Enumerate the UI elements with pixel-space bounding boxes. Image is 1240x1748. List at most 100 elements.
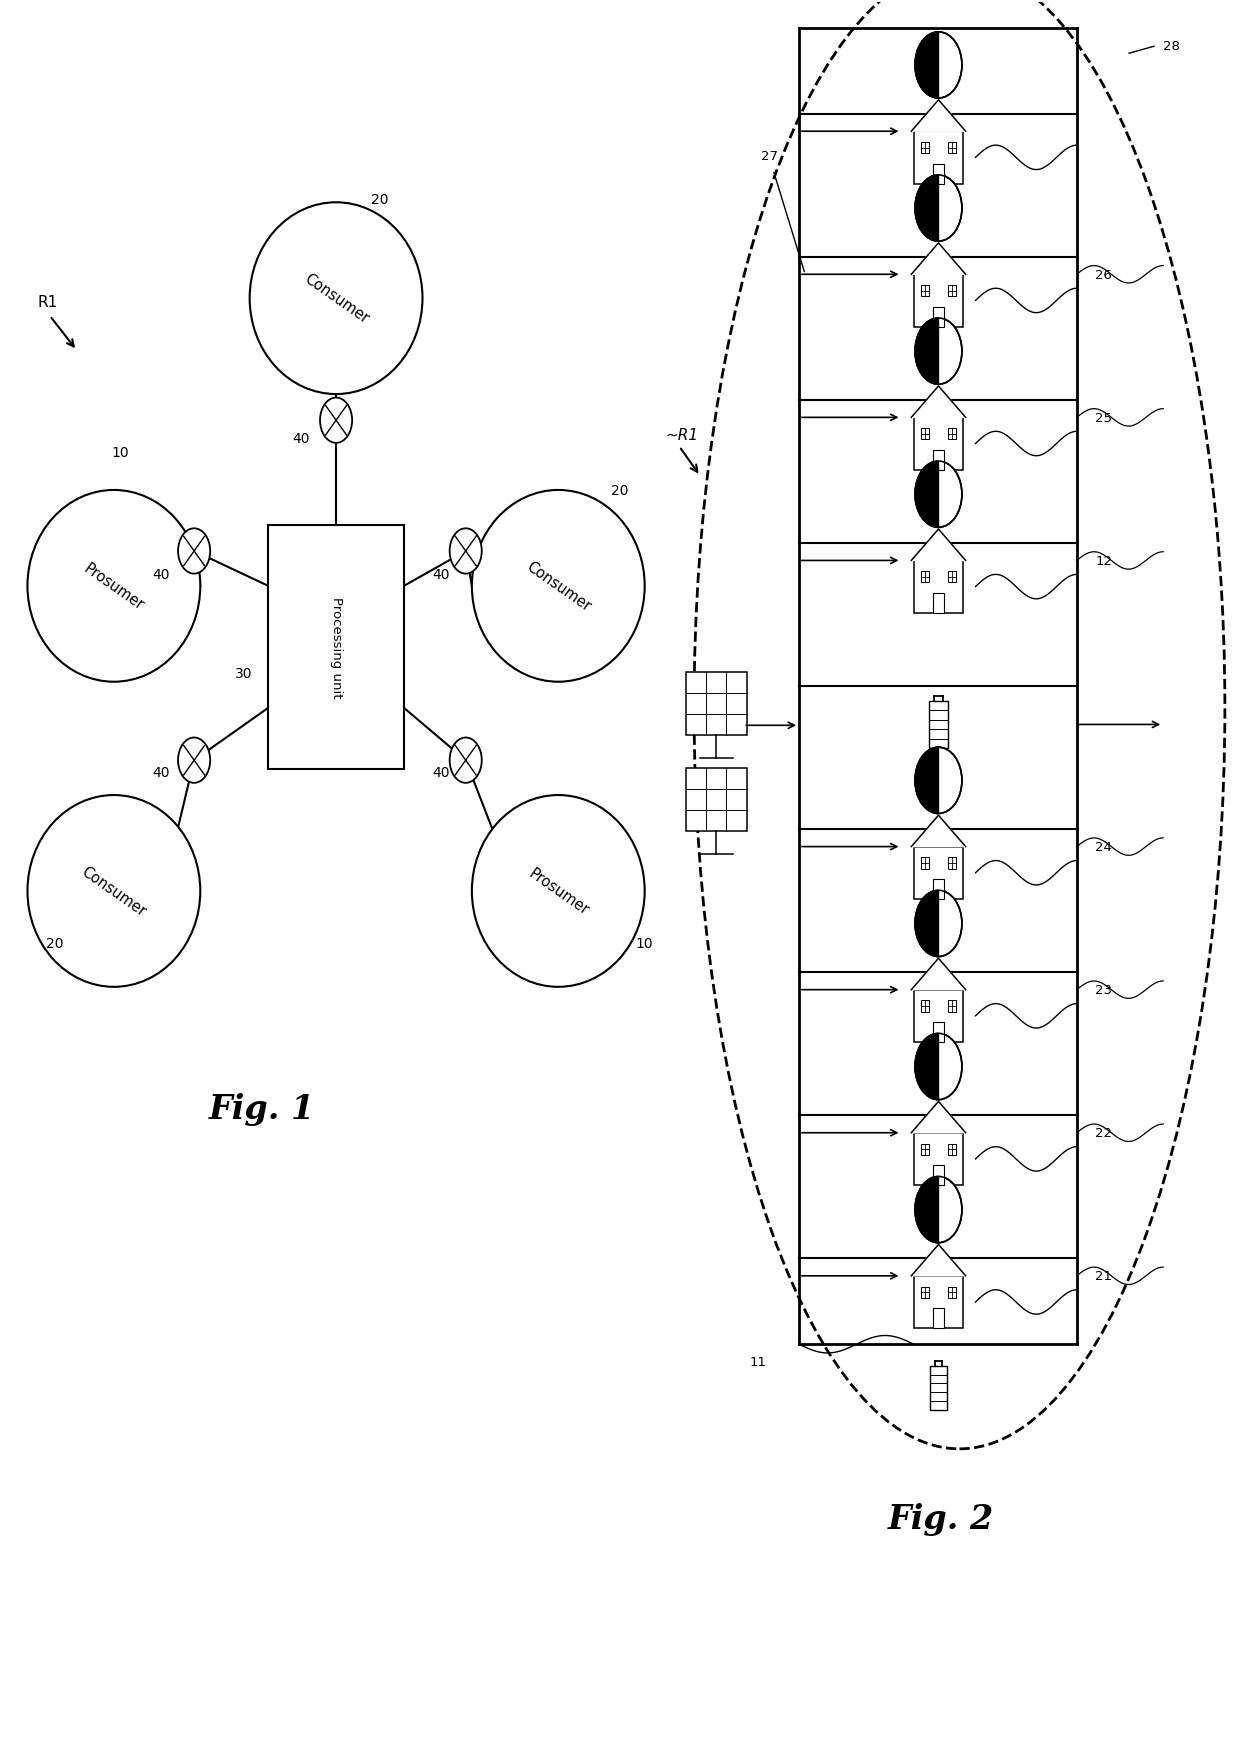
Bar [914, 1276, 963, 1328]
Bar [947, 572, 956, 584]
Circle shape [915, 891, 962, 956]
Bar [932, 594, 944, 614]
Circle shape [915, 748, 962, 815]
Text: Consumer: Consumer [523, 559, 593, 614]
Text: 40: 40 [433, 568, 450, 582]
Text: 22: 22 [1095, 1127, 1112, 1140]
Bar [947, 1143, 956, 1155]
Text: 11: 11 [750, 1355, 766, 1369]
Text: Consumer: Consumer [79, 864, 149, 919]
Polygon shape [915, 891, 939, 956]
Polygon shape [911, 958, 966, 989]
Polygon shape [915, 33, 939, 100]
Circle shape [915, 177, 962, 241]
Text: R1: R1 [37, 295, 57, 309]
Ellipse shape [472, 491, 645, 682]
Bar [932, 308, 944, 327]
Polygon shape [911, 386, 966, 418]
Text: Prosumer: Prosumer [81, 561, 146, 612]
Bar [932, 451, 944, 470]
Text: 27: 27 [760, 150, 777, 163]
Text: 24: 24 [1095, 841, 1112, 853]
Text: 40: 40 [433, 766, 450, 780]
Bar [947, 1287, 956, 1299]
Polygon shape [911, 1101, 966, 1133]
Text: 20: 20 [611, 484, 629, 498]
Bar [921, 858, 929, 869]
Bar [914, 989, 963, 1042]
Polygon shape [915, 461, 939, 528]
Bar [947, 287, 956, 297]
Bar [921, 143, 929, 154]
Bar [929, 701, 947, 748]
Text: ~R1: ~R1 [666, 428, 699, 442]
Bar [932, 879, 944, 900]
Polygon shape [911, 530, 966, 561]
Bar [947, 1002, 956, 1012]
Circle shape [915, 1176, 962, 1243]
Polygon shape [915, 318, 939, 385]
Polygon shape [911, 816, 966, 848]
Circle shape [915, 1033, 962, 1099]
Text: 20: 20 [46, 937, 63, 951]
Text: 40: 40 [293, 432, 310, 446]
Text: 40: 40 [153, 766, 170, 780]
Text: 21: 21 [1095, 1269, 1112, 1283]
Circle shape [915, 318, 962, 385]
Text: Fig. 2: Fig. 2 [888, 1502, 994, 1535]
Bar [921, 1143, 929, 1155]
Bar [947, 143, 956, 154]
Bar [914, 418, 963, 470]
Text: Prosumer: Prosumer [526, 865, 591, 918]
Polygon shape [915, 1033, 939, 1099]
Ellipse shape [27, 491, 201, 682]
Bar [947, 858, 956, 869]
Text: 28: 28 [1163, 40, 1180, 52]
Circle shape [450, 530, 482, 575]
Polygon shape [915, 177, 939, 241]
Polygon shape [915, 1176, 939, 1243]
Text: 20: 20 [371, 192, 388, 206]
Bar [921, 287, 929, 297]
Bar [932, 164, 944, 184]
Text: 26: 26 [1095, 269, 1112, 281]
Text: 12: 12 [1095, 554, 1112, 568]
Ellipse shape [249, 203, 423, 395]
Ellipse shape [27, 795, 201, 988]
FancyBboxPatch shape [268, 526, 404, 769]
Bar [914, 561, 963, 614]
Circle shape [320, 399, 352, 444]
Polygon shape [911, 1245, 966, 1276]
Text: 40: 40 [153, 568, 170, 582]
Text: 23: 23 [1095, 984, 1112, 996]
Bar [914, 133, 963, 184]
Text: Fig. 1: Fig. 1 [208, 1092, 315, 1126]
Circle shape [179, 738, 210, 783]
Text: 30: 30 [234, 666, 252, 680]
Bar [930, 1367, 947, 1411]
Bar [921, 1287, 929, 1299]
Bar [914, 274, 963, 327]
Text: 25: 25 [1095, 411, 1112, 425]
Circle shape [179, 530, 210, 575]
Circle shape [915, 33, 962, 100]
Circle shape [450, 738, 482, 783]
Bar [914, 1133, 963, 1185]
Bar [921, 428, 929, 440]
Polygon shape [911, 243, 966, 274]
Bar [686, 673, 746, 736]
Ellipse shape [472, 795, 645, 988]
Bar [932, 1309, 944, 1328]
Bar [932, 1166, 944, 1185]
Circle shape [915, 461, 962, 528]
Bar [921, 1002, 929, 1012]
Bar [932, 1023, 944, 1042]
Text: 10: 10 [636, 937, 653, 951]
Bar [947, 428, 956, 440]
Text: Consumer: Consumer [301, 271, 371, 327]
Bar [686, 769, 746, 832]
Polygon shape [911, 101, 966, 133]
Text: Processing unit: Processing unit [330, 596, 342, 697]
Bar [921, 572, 929, 584]
Text: 10: 10 [112, 446, 129, 460]
